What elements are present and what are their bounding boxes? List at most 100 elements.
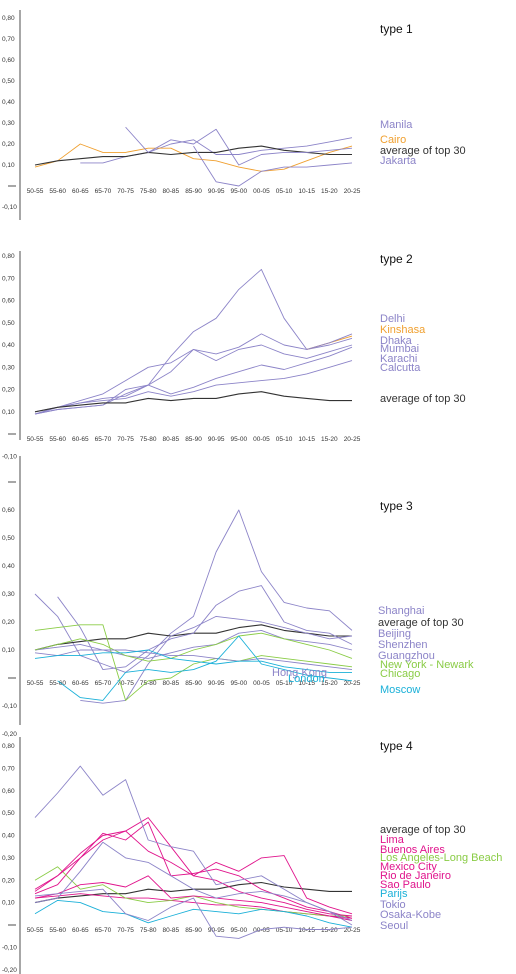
series-line-mumbai	[34, 344, 353, 415]
y-tick-label: 0,70	[2, 36, 15, 43]
y-tick-label: 0,60	[2, 298, 15, 305]
chart-title: type 2	[380, 252, 413, 266]
series-line-hong-kong	[34, 649, 353, 671]
x-tick-label: 00-05	[253, 680, 270, 687]
x-tick-label: 50-55	[27, 927, 44, 934]
y-tick-label: 0,10	[2, 162, 15, 169]
x-tick-label: 80-85	[163, 927, 180, 934]
x-tick-label: 90-95	[208, 680, 225, 687]
legend-label: Sao Paulo	[380, 879, 431, 891]
x-tick-label: 65-70	[95, 927, 112, 934]
legend-label: Shanghai	[378, 605, 425, 617]
x-tick-label: 70-75	[117, 436, 134, 443]
x-tick-label: 65-70	[95, 188, 112, 195]
y-tick-label: 0,10	[2, 647, 15, 654]
x-tick-label: 85-90	[185, 188, 202, 195]
legend-label: Moscow	[380, 684, 420, 696]
series-line-karachi	[34, 346, 353, 415]
legend-label: Rio de Janeiro	[380, 870, 451, 882]
series-line-unlabeled-4	[193, 145, 353, 187]
x-tick-label: 75-80	[140, 188, 157, 195]
legend-label: Osaka-Kobe	[380, 909, 441, 921]
y-tick-label: -0,10	[2, 453, 17, 460]
y-tick-label: 0,50	[2, 810, 15, 817]
legend-label: Delhi	[380, 313, 405, 325]
series-line-tokio	[34, 765, 353, 926]
series-line-lima	[34, 821, 353, 919]
x-tick-label: 85-90	[185, 680, 202, 687]
legend-label: average of top 30	[380, 145, 466, 157]
series-line-jakarta	[125, 126, 353, 166]
legend-label: Kinshasa	[380, 324, 426, 336]
x-tick-label: 55-60	[49, 436, 66, 443]
x-tick-label: 05-10	[276, 927, 293, 934]
series-line-london	[34, 649, 352, 673]
x-tick-label: 65-70	[95, 436, 112, 443]
x-tick-label: 05-10	[276, 436, 293, 443]
y-tick-label: 0,50	[2, 320, 15, 327]
legend-label: Jakarta	[380, 155, 417, 167]
y-tick-label: 0,70	[2, 765, 15, 772]
series-line-shanghai	[34, 509, 353, 673]
legend-label: Shenzhen	[378, 639, 428, 651]
x-tick-label: 15-20	[321, 680, 338, 687]
x-tick-label: 00-05	[253, 188, 270, 195]
legend-label: Beijing	[378, 628, 411, 640]
x-tick-label: 65-70	[95, 680, 112, 687]
x-tick-label: 95-00	[230, 680, 247, 687]
x-tick-label: 15-20	[321, 188, 338, 195]
y-tick-label: 0,80	[2, 15, 15, 22]
x-tick-label: 95-00	[230, 188, 247, 195]
x-tick-label: 85-90	[185, 436, 202, 443]
series-line-shenzhen	[80, 615, 353, 704]
legend-label: Tokio	[380, 899, 406, 911]
x-tick-label: 75-80	[140, 436, 157, 443]
y-tick-label: 0,80	[2, 253, 15, 260]
series-line-average-of-top-30	[34, 624, 352, 651]
y-tick-label: 0,60	[2, 507, 15, 514]
y-tick-label: 0,20	[2, 387, 15, 394]
x-tick-label: 80-85	[163, 436, 180, 443]
x-tick-label: 95-00	[230, 436, 247, 443]
y-tick-label: 0,50	[2, 78, 15, 85]
series-line-osaka-kobe	[34, 841, 353, 921]
series-line-moscow	[57, 635, 353, 701]
x-tick-label: 10-15	[298, 436, 315, 443]
x-tick-label: 70-75	[117, 188, 134, 195]
legend-label: Guangzhou	[378, 650, 435, 662]
x-tick-label: 60-65	[72, 188, 89, 195]
x-tick-label: 00-05	[253, 927, 270, 934]
series-line-calcutta	[34, 360, 353, 413]
series-line-chicago	[34, 632, 353, 662]
y-tick-label: 0,60	[2, 57, 15, 64]
chart-panel-3: 0,60 0,50 0,40 0,30 0,20 0,10 -0,10 -0,20 50-55 5…	[2, 456, 474, 738]
legend-label: Parijs	[380, 888, 408, 900]
y-tick-label: 0,30	[2, 364, 15, 371]
y-tick-label: 0,30	[2, 855, 15, 862]
x-tick-label: 75-80	[140, 680, 157, 687]
x-tick-label: 15-20	[321, 436, 338, 443]
legend-label: New York - Newark	[380, 659, 474, 671]
x-tick-label: 55-60	[49, 680, 66, 687]
series-line-average-of-top-30	[34, 391, 352, 413]
x-tick-label: 95-00	[230, 927, 247, 934]
series-line-rio-de-janeiro	[34, 875, 353, 919]
x-tick-label: 00-05	[253, 436, 270, 443]
x-tick-label: 50-55	[27, 188, 44, 195]
x-tick-label: 05-10	[276, 188, 293, 195]
series-line-mexico-city	[34, 817, 353, 915]
series-line-guangzhou	[34, 629, 353, 659]
y-tick-label: -0,10	[2, 703, 17, 710]
legend-label: Seoul	[380, 920, 408, 932]
x-tick-label: 10-15	[298, 188, 315, 195]
legend-label: London	[288, 673, 325, 685]
x-tick-label: 90-95	[208, 436, 225, 443]
x-tick-label: 20-25	[344, 680, 361, 687]
series-line-cairo	[34, 143, 353, 172]
legend-label: Mexico City	[380, 861, 437, 873]
legend-label: Dhaka	[380, 335, 413, 347]
legend-label: Chicago	[380, 668, 420, 680]
y-tick-label: 0,40	[2, 99, 15, 106]
y-tick-label: 0,20	[2, 141, 15, 148]
